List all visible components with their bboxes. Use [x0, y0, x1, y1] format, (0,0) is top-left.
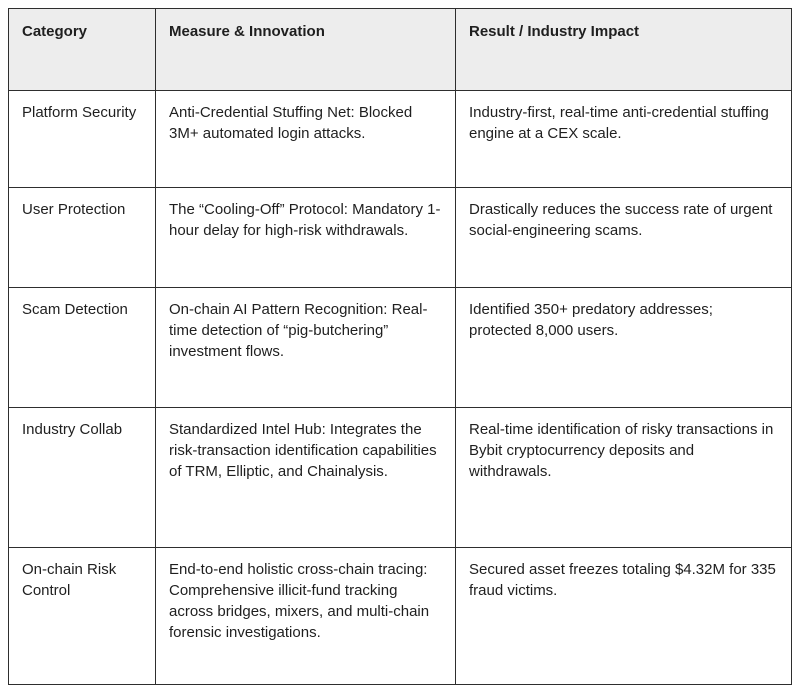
table-row-industry-collab: Industry Collab Standardized Intel Hub: … [8, 407, 792, 548]
cell-category: Scam Detection [8, 287, 156, 408]
cell-measure: The “Cooling-Off” Protocol: Mandatory 1-… [155, 187, 456, 288]
cell-measure: Anti-Credential Stuffing Net: Blocked 3M… [155, 90, 456, 188]
column-header-result-industry-impact: Result / Industry Impact [455, 8, 792, 91]
table-row-scam-detection: Scam Detection On-chain AI Pattern Recog… [8, 287, 792, 408]
table-row-onchain-risk-control: On-chain Risk Control End-to-end holisti… [8, 547, 792, 685]
header-row: Category Measure & Innovation Result / I… [8, 8, 792, 91]
cell-measure: Standardized Intel Hub: Integrates the r… [155, 407, 456, 548]
cell-category: Industry Collab [8, 407, 156, 548]
cell-measure: End-to-end holistic cross-chain tracing:… [155, 547, 456, 685]
column-header-category: Category [8, 8, 156, 91]
cell-result: Drastically reduces the success rate of … [455, 187, 792, 288]
cell-result: Real-time identification of risky transa… [455, 407, 792, 548]
cell-result: Secured asset freezes totaling $4.32M fo… [455, 547, 792, 685]
cell-category: On-chain Risk Control [8, 547, 156, 685]
cell-result: Industry-first, real-time anti-credentia… [455, 90, 792, 188]
cell-category: User Protection [8, 187, 156, 288]
cell-result: Identified 350+ predatory addresses; pro… [455, 287, 792, 408]
cell-measure: On-chain AI Pattern Recognition: Real-ti… [155, 287, 456, 408]
cell-category: Platform Security [8, 90, 156, 188]
table-row-platform-security: Platform Security Anti-Credential Stuffi… [8, 90, 792, 188]
column-header-measure-innovation: Measure & Innovation [155, 8, 456, 91]
security-measures-table: Category Measure & Innovation Result / I… [8, 8, 792, 685]
table-row-user-protection: User Protection The “Cooling-Off” Protoc… [8, 187, 792, 288]
